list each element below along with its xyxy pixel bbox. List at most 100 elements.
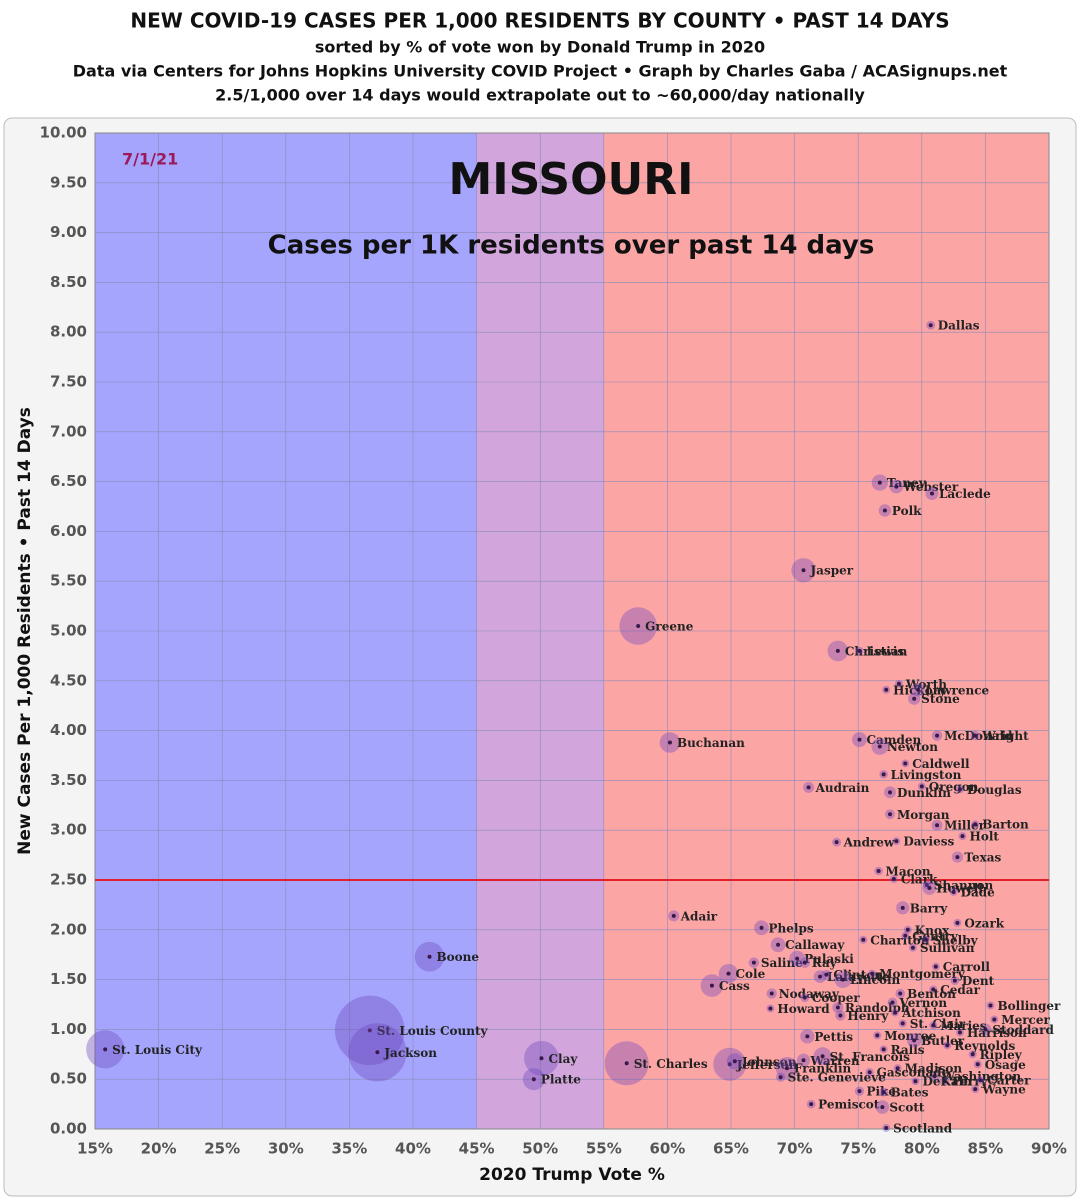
bubble-center — [912, 696, 917, 701]
x-tick-label: 35% — [331, 1140, 367, 1158]
bubble-center — [824, 972, 829, 977]
bubble-center — [806, 785, 811, 790]
county-label: Andrew — [843, 836, 895, 850]
bubble-center — [912, 1038, 917, 1043]
county-label: Platte — [541, 1073, 581, 1087]
bubble-center — [924, 882, 929, 887]
bubble-center — [636, 624, 641, 629]
county-label: Franklin — [794, 1062, 852, 1076]
bubble-center — [857, 648, 862, 653]
county-label: Dade — [961, 885, 996, 899]
bubble-center — [802, 995, 807, 1000]
county-label: Atchison — [901, 1006, 961, 1020]
bubble-center — [835, 1005, 840, 1010]
y-tick-label: 2.50 — [50, 871, 87, 889]
bubble-center — [857, 737, 862, 742]
bubble-center — [769, 991, 774, 996]
county-label: Cooper — [812, 991, 861, 1005]
county-label: Clark — [901, 873, 938, 887]
subtitle: 2.5/1,000 over 14 days would extrapolate… — [215, 86, 865, 105]
bubble-center — [983, 1027, 988, 1032]
county-label: Lawrence — [925, 683, 990, 697]
y-tick-label: 6.50 — [50, 472, 87, 490]
x-tick-label: 80% — [904, 1140, 940, 1158]
county-label: Bollinger — [997, 999, 1061, 1013]
county-label: Gasconade — [877, 1066, 950, 1080]
bubble-center — [973, 822, 978, 827]
county-label: Ray — [812, 956, 838, 970]
bubble-center — [945, 1043, 950, 1048]
county-label: Pemiscot — [818, 1098, 880, 1112]
county-label: Ozark — [964, 916, 1004, 930]
bubble-center — [427, 954, 432, 959]
bubble-center — [881, 1090, 886, 1095]
x-tick-label: 15% — [77, 1140, 113, 1158]
bubble-center — [978, 1078, 983, 1083]
x-tick-label: 55% — [586, 1140, 622, 1158]
county-label: Scotland — [893, 1122, 953, 1136]
bubble-center — [942, 1079, 947, 1084]
bubble-center — [875, 1033, 880, 1038]
x-tick-label: 30% — [268, 1140, 304, 1158]
x-tick-label: 75% — [840, 1140, 876, 1158]
county-label: St. Charles — [634, 1057, 708, 1071]
x-tick-label: 90% — [1031, 1140, 1067, 1158]
county-label: Cass — [719, 979, 750, 993]
county-label: Bates — [891, 1086, 929, 1100]
x-tick-label: 25% — [204, 1140, 240, 1158]
bubble-center — [903, 761, 908, 766]
county-label: Ralls — [891, 1043, 925, 1057]
county-label: Camden — [866, 733, 921, 747]
bubble-center — [870, 971, 875, 976]
county-label: Lincoln — [850, 973, 901, 987]
bubble-center — [877, 480, 882, 485]
y-tick-label: 0.00 — [50, 1120, 87, 1138]
bubble-center — [919, 784, 924, 789]
bubble-center — [834, 840, 839, 845]
county-label: Oregon — [929, 780, 979, 794]
county-label: Greene — [645, 620, 694, 634]
bubble-center — [888, 812, 892, 817]
y-tick-label: 7.00 — [50, 422, 87, 440]
county-label: Monroe — [884, 1029, 936, 1043]
bubble-center — [932, 1074, 937, 1079]
bubble-center — [727, 1062, 732, 1067]
county-label: Holt — [970, 830, 1000, 844]
y-tick-label: 4.00 — [50, 721, 87, 739]
x-axis-label: 2020 Trump Vote % — [479, 1165, 665, 1185]
x-tick-label: 70% — [777, 1140, 813, 1158]
county-label: Harrison — [967, 1026, 1027, 1040]
county-label: Dunklin — [897, 786, 951, 800]
bubble-center — [801, 1058, 806, 1063]
bubble-center — [894, 484, 899, 489]
bubble-center — [913, 1079, 918, 1084]
bubble-center — [975, 1062, 980, 1067]
bubble-center — [776, 942, 781, 947]
county-label: Daviess — [903, 835, 954, 849]
county-label: Vernon — [899, 996, 948, 1010]
y-tick-label: 8.00 — [50, 323, 87, 341]
county-label: Dallas — [938, 319, 980, 333]
y-tick-label: 0.50 — [50, 1070, 87, 1088]
bubble-center — [928, 323, 933, 328]
bubble-center — [861, 937, 866, 942]
bubble-center — [960, 834, 965, 839]
county-label: Maries — [940, 1019, 987, 1033]
county-label: Laclede — [939, 487, 991, 501]
bubble-center — [726, 971, 731, 976]
county-label: Callaway — [785, 938, 845, 952]
county-label: Butler — [921, 1034, 965, 1048]
county-label: Douglas — [967, 783, 1022, 797]
x-tick-label: 85% — [967, 1140, 1003, 1158]
county-label: St. Louis City — [112, 1043, 203, 1057]
county-label: Polk — [892, 504, 922, 518]
bubble-center — [903, 933, 908, 938]
bubble-center — [957, 787, 962, 792]
county-label: Buchanan — [677, 736, 745, 750]
county-label: Henry — [847, 1009, 889, 1023]
county-label: Carroll — [943, 960, 991, 974]
county-label: Cole — [735, 967, 765, 981]
county-label: Stone — [921, 692, 960, 706]
y-tick-label: 4.50 — [50, 671, 87, 689]
bubble-center — [880, 1105, 885, 1110]
